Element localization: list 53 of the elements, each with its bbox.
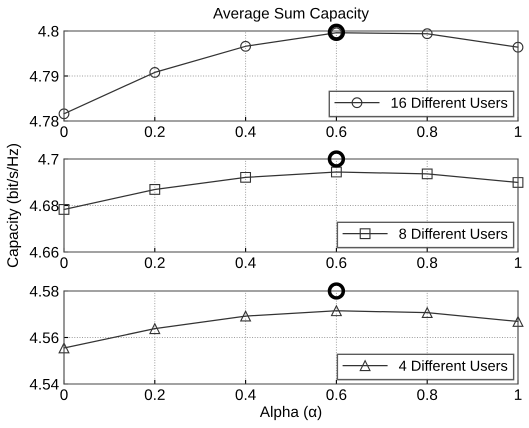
point xyxy=(328,24,346,42)
x-tick-label: 0.2 xyxy=(144,126,165,138)
x-tick-label: 1 xyxy=(514,257,522,268)
point xyxy=(240,172,252,183)
point xyxy=(422,28,433,40)
x-tick-label: 0.8 xyxy=(417,126,438,138)
y-tick-label: 4.58 xyxy=(30,286,58,297)
point xyxy=(58,108,70,120)
point xyxy=(422,307,433,318)
x-tick-label: 0.8 xyxy=(417,257,438,268)
x-tick-label: 0.2 xyxy=(144,257,165,268)
x-tick-label: 0.6 xyxy=(326,257,346,268)
x-tick-label: 0.2 xyxy=(144,389,165,400)
point xyxy=(58,342,70,354)
point xyxy=(240,40,252,52)
point xyxy=(149,184,160,195)
x-tick-label: 0.6 xyxy=(326,389,346,400)
point xyxy=(328,150,346,168)
x-tick-label: 0.8 xyxy=(417,389,438,400)
x-tick-label: 0 xyxy=(60,257,68,268)
x-tick-label: 1 xyxy=(514,126,522,137)
y-tick-label: 4.7 xyxy=(38,154,58,165)
legend-label: 16 Different Users xyxy=(392,97,508,108)
legend-label: 8 Different Users xyxy=(399,228,508,239)
x-tick-label: 0 xyxy=(60,389,68,400)
x-tick-label: 0.4 xyxy=(236,389,256,400)
point xyxy=(149,66,160,78)
y-tick-label: 4.79 xyxy=(30,70,58,82)
point xyxy=(512,316,524,327)
y-tick-label: 4.54 xyxy=(30,379,59,390)
point xyxy=(512,177,524,188)
y-tick-label: 4.68 xyxy=(30,200,58,212)
point xyxy=(512,42,524,53)
point xyxy=(149,323,160,334)
x-axis-title: Alpha (α) xyxy=(260,406,322,420)
y-axis-title: Capacity (bit/s/Hz) xyxy=(6,144,22,268)
point xyxy=(330,166,342,178)
y-tick-label: 4.8 xyxy=(38,26,58,37)
x-tick-label: 0.4 xyxy=(236,257,256,268)
x-tick-label: 1 xyxy=(514,389,522,400)
y-tick-label: 4.78 xyxy=(30,116,58,127)
point xyxy=(330,305,342,316)
y-tick-label: 4.56 xyxy=(30,332,58,344)
legend-label: 4 Different Users xyxy=(398,360,508,371)
x-tick-label: 0.4 xyxy=(236,126,256,138)
chart-title: Average Sum Capacity xyxy=(213,7,369,22)
point xyxy=(58,204,70,215)
point xyxy=(240,310,252,322)
x-tick-label: 0.6 xyxy=(326,126,346,138)
point xyxy=(328,282,346,300)
point xyxy=(422,168,433,180)
y-tick-label: 4.66 xyxy=(30,246,58,258)
x-tick-label: 0 xyxy=(60,126,68,138)
